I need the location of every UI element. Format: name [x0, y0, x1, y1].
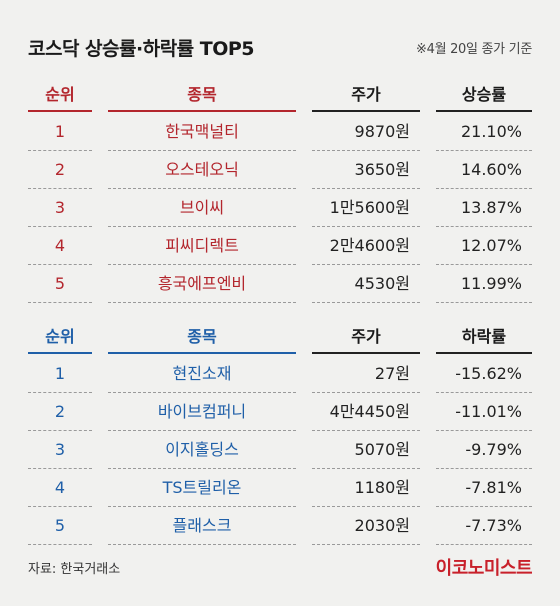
gainers-col-change: 상승률 — [436, 80, 532, 112]
stock-name-cell: 바이브컴퍼니 — [108, 393, 296, 431]
stock-name-cell: 이지홀딩스 — [108, 431, 296, 469]
change-cell: 21.10% — [436, 113, 532, 151]
table-row: 1 한국맥널티 9870원 21.10% — [28, 113, 532, 151]
gainers-col-price: 주가 — [312, 80, 420, 112]
losers-col-name: 종목 — [108, 322, 296, 354]
header: 코스닥 상승률·하락률 TOP5 ※4월 20일 종가 기준 — [28, 28, 532, 68]
table-row: 2 바이브컴퍼니 4만4450원 -11.01% — [28, 393, 532, 431]
stock-name-cell: 한국맥널티 — [108, 113, 296, 151]
rank-cell: 1 — [28, 355, 92, 393]
table-row: 5 플래스크 2030원 -7.73% — [28, 507, 532, 545]
table-row: 1 현진소재 27원 -15.62% — [28, 355, 532, 393]
price-cell: 2030원 — [312, 507, 420, 545]
table-row: 4 피씨디렉트 2만4600원 12.07% — [28, 227, 532, 265]
table-row: 5 흥국에프엔비 4530원 11.99% — [28, 265, 532, 303]
rank-cell: 4 — [28, 227, 92, 265]
losers-col-price: 주가 — [312, 322, 420, 354]
rank-cell: 4 — [28, 469, 92, 507]
stock-name-cell: 현진소재 — [108, 355, 296, 393]
gainers-header-row: 순위 종목 주가 상승률 — [28, 80, 532, 113]
rank-cell: 5 — [28, 265, 92, 303]
losers-col-change: 하락률 — [436, 322, 532, 354]
stock-name-cell: 흥국에프엔비 — [108, 265, 296, 303]
change-cell: -11.01% — [436, 393, 532, 431]
page-title: 코스닥 상승률·하락률 TOP5 — [28, 38, 255, 60]
rank-cell: 2 — [28, 393, 92, 431]
gainers-table: 순위 종목 주가 상승률 1 한국맥널티 9870원 21.10% 2 오스테오… — [28, 80, 532, 303]
price-cell: 1180원 — [312, 469, 420, 507]
change-cell: -7.81% — [436, 469, 532, 507]
stock-name-cell: 오스테오닉 — [108, 151, 296, 189]
date-note: ※4월 20일 종가 기준 — [416, 42, 532, 57]
change-cell: 14.60% — [436, 151, 532, 189]
price-cell: 9870원 — [312, 113, 420, 151]
price-cell: 3650원 — [312, 151, 420, 189]
price-cell: 4만4450원 — [312, 393, 420, 431]
change-cell: -7.73% — [436, 507, 532, 545]
stock-name-cell: 브이씨 — [108, 189, 296, 227]
rank-cell: 3 — [28, 189, 92, 227]
change-cell: 13.87% — [436, 189, 532, 227]
stock-name-cell: TS트릴리온 — [108, 469, 296, 507]
table-row: 3 브이씨 1만5600원 13.87% — [28, 189, 532, 227]
price-cell: 2만4600원 — [312, 227, 420, 265]
change-cell: -15.62% — [436, 355, 532, 393]
price-cell: 1만5600원 — [312, 189, 420, 227]
price-cell: 5070원 — [312, 431, 420, 469]
rank-cell: 1 — [28, 113, 92, 151]
rank-cell: 2 — [28, 151, 92, 189]
footer: 자료: 한국거래소 이코노미스트 — [28, 554, 533, 579]
publisher-logo: 이코노미스트 — [435, 558, 533, 579]
rank-cell: 3 — [28, 431, 92, 469]
table-row: 4 TS트릴리온 1180원 -7.81% — [28, 469, 532, 507]
losers-col-rank: 순위 — [28, 322, 92, 354]
change-cell: 12.07% — [436, 227, 532, 265]
losers-header-row: 순위 종목 주가 하락률 — [28, 322, 532, 355]
gainers-col-rank: 순위 — [28, 80, 92, 112]
change-cell: -9.79% — [436, 431, 532, 469]
source-note: 자료: 한국거래소 — [28, 562, 121, 577]
losers-table: 순위 종목 주가 하락률 1 현진소재 27원 -15.62% 2 바이브컴퍼니… — [28, 322, 532, 545]
price-cell: 27원 — [312, 355, 420, 393]
price-cell: 4530원 — [312, 265, 420, 303]
table-row: 3 이지홀딩스 5070원 -9.79% — [28, 431, 532, 469]
stock-name-cell: 피씨디렉트 — [108, 227, 296, 265]
gainers-col-name: 종목 — [108, 80, 296, 112]
rank-cell: 5 — [28, 507, 92, 545]
table-row: 2 오스테오닉 3650원 14.60% — [28, 151, 532, 189]
stock-name-cell: 플래스크 — [108, 507, 296, 545]
change-cell: 11.99% — [436, 265, 532, 303]
